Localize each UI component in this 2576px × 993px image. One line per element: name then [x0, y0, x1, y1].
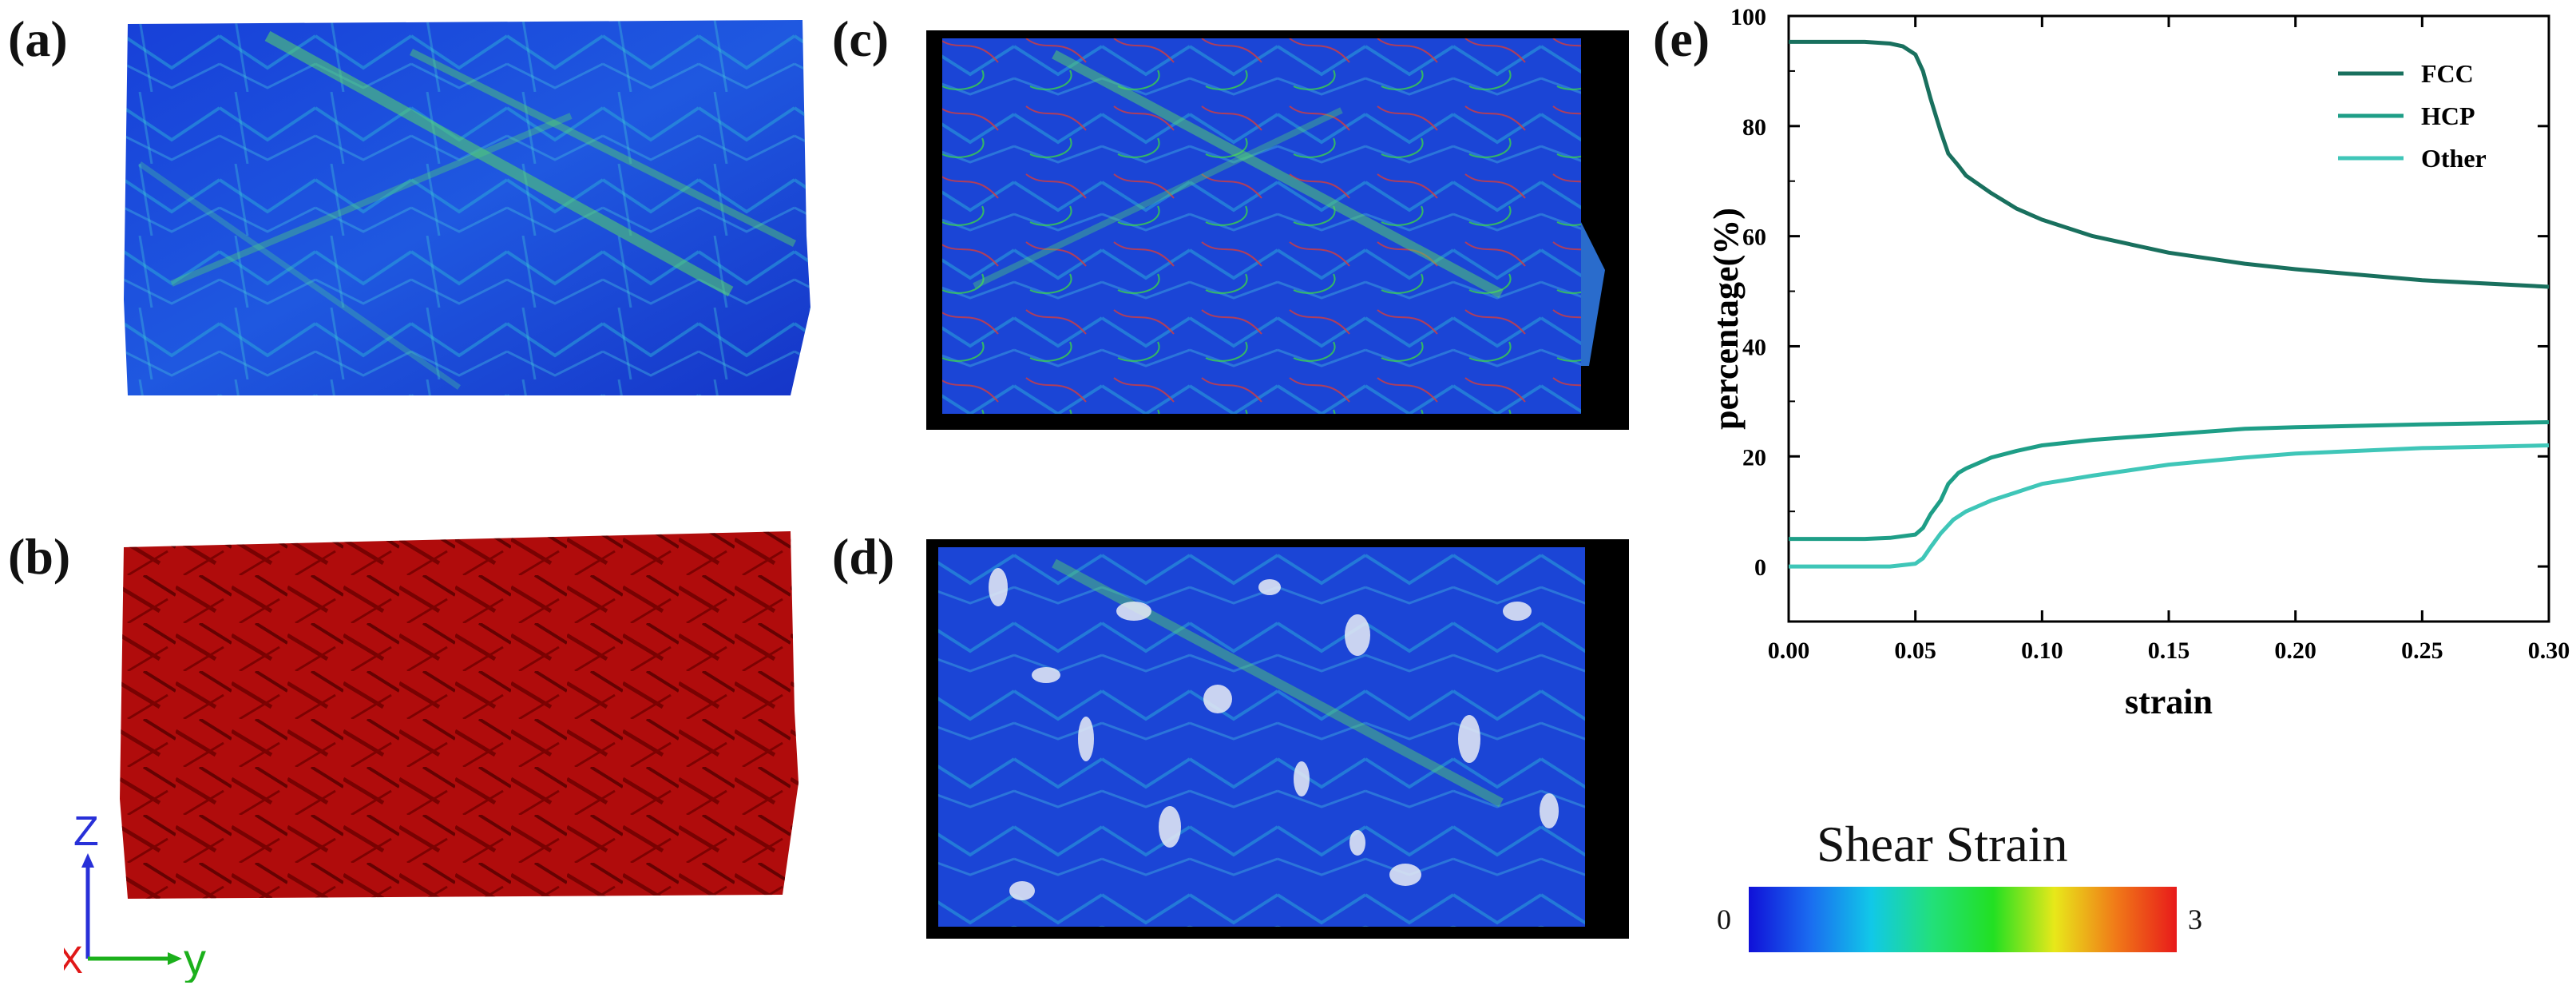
y-tick-label: 100: [1730, 4, 1766, 30]
series-line-hcp: [1789, 420, 2550, 542]
x-tick-label: 0.30: [2528, 638, 2570, 664]
structure-map-b: [120, 527, 822, 911]
colorbar-min-label: 0: [1717, 904, 1731, 935]
x-tick-label: 0.00: [1768, 638, 1810, 664]
y-tick-label: 20: [1742, 444, 1766, 471]
axis-x-label: X: [64, 939, 83, 982]
plot-frame: [1787, 14, 2550, 623]
colorbar-max-label: 3: [2188, 904, 2202, 935]
panel-label-d: (d): [832, 528, 895, 585]
shear-strain-colorbar: Shear Strain 0 3: [1717, 807, 2212, 967]
y-tick-label: 60: [1742, 224, 1766, 251]
shear-strain-map-a: [124, 20, 818, 411]
x-tick-label: 0.25: [2401, 638, 2443, 664]
legend-label-hcp: HCP: [2421, 101, 2475, 130]
panel-label-b: (b): [8, 528, 71, 585]
panel-label-a: (a): [8, 10, 68, 67]
axis-z-label: Z: [73, 808, 99, 855]
legend-label-other: Other: [2421, 144, 2487, 173]
colorbar-gradient: [1749, 887, 2177, 952]
colorbar-title: Shear Strain: [1817, 816, 2068, 872]
x-tick-label: 0.10: [2021, 638, 2063, 664]
dislocation-map-c: [926, 30, 1629, 430]
y-tick-label: 80: [1742, 114, 1766, 141]
panel-label-c: (c): [832, 10, 890, 67]
series-line-fcc: [1789, 39, 2550, 289]
y-tick-label: 40: [1742, 334, 1766, 360]
x-tick-label: 0.20: [2274, 638, 2316, 664]
y-axis-label: percentage(%): [1706, 208, 1746, 430]
y-tick-label: 0: [1754, 554, 1766, 581]
x-tick-label: 0.05: [1894, 638, 1936, 664]
series-line-other: [1789, 443, 2550, 569]
legend-label-fcc: FCC: [2421, 59, 2474, 88]
panel-label-e: (e): [1653, 10, 1710, 67]
axes-orientation-indicator: Z X y: [57, 807, 216, 984]
x-axis-label: strain: [2125, 682, 2213, 721]
x-tick-label: 0.15: [2148, 638, 2190, 664]
axis-y-label: y: [184, 934, 206, 983]
void-map-d: [926, 539, 1629, 939]
